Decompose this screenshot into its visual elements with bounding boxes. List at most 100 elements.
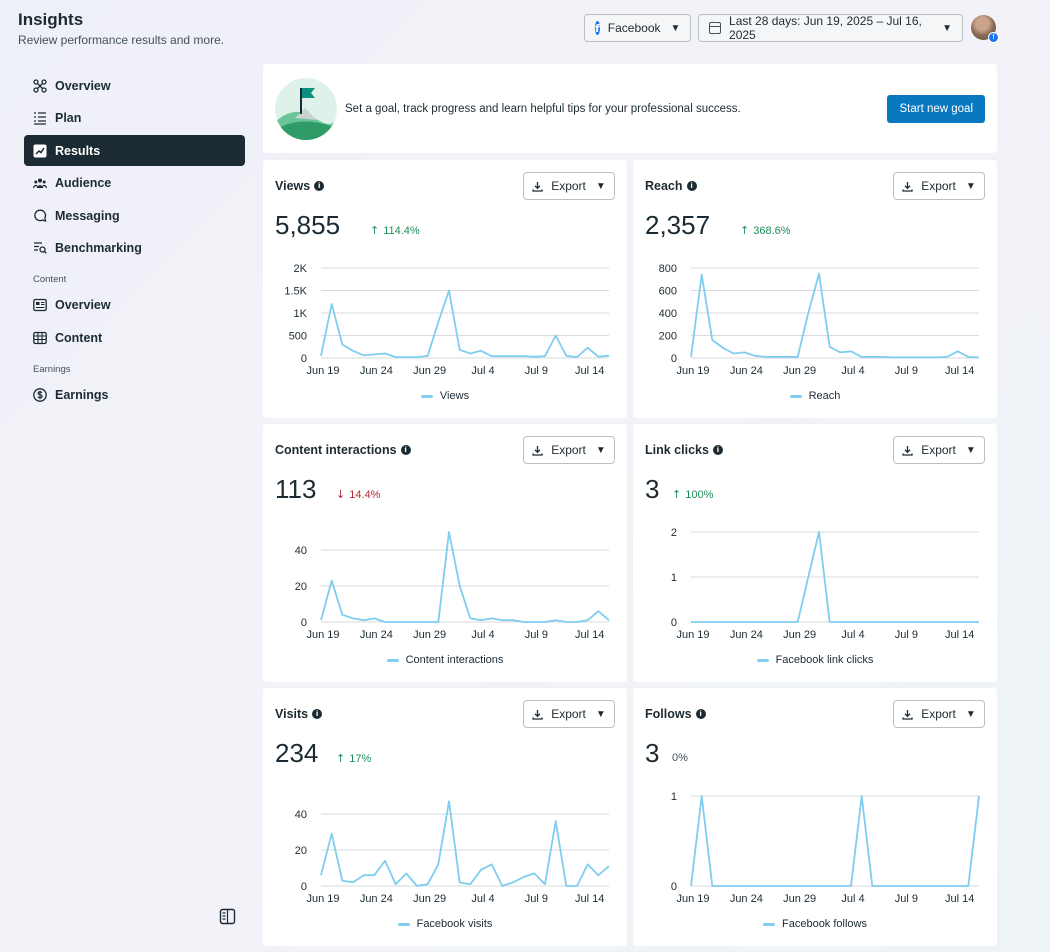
sidebar-item-earnings[interactable]: Earnings (24, 380, 245, 411)
series-line (690, 795, 980, 887)
export-button[interactable]: Export ▼ (523, 700, 615, 728)
sidebar-item-label: Benchmarking (55, 241, 142, 256)
sidebar: Overview Plan Results Audience Messaging… (24, 70, 245, 412)
content-overview-icon (33, 298, 47, 312)
card-title: Visits i (275, 707, 323, 721)
y-tick-label: 1K (294, 308, 308, 320)
sidebar-item-content[interactable]: Content (24, 323, 245, 354)
page-header: Insights Review performance results and … (18, 10, 224, 47)
line-chart: 0 20 40 Jun 19 Jun 24 Jun 29 Jul 4 Jul 9 Jul 14 (295, 800, 610, 905)
x-tick-label: Jul 14 (945, 629, 974, 641)
series-line (320, 800, 610, 887)
y-tick-label: 0 (301, 617, 307, 629)
card-title: Content interactions i (275, 443, 411, 457)
x-tick-label: Jun 24 (360, 629, 393, 641)
metric-delta: ↑ 100% (672, 488, 713, 501)
avatar[interactable]: f (971, 15, 999, 43)
arrow-up-icon: ↑ (672, 488, 682, 501)
sidebar-item-plan[interactable]: Plan (24, 103, 245, 134)
card-title-text: Link clicks (645, 443, 709, 457)
x-tick-label: Jun 19 (306, 893, 339, 905)
metric-delta-value: 368.6% (753, 224, 791, 237)
date-range-selector[interactable]: Last 28 days: Jun 19, 2025 – Jul 16, 202… (698, 14, 963, 42)
metric-value: 113 (275, 474, 317, 504)
series-line (690, 272, 980, 359)
y-tick-label: 0 (671, 617, 677, 629)
y-tick-label: 0 (671, 353, 677, 365)
metric-delta: ↓ 14.4% (336, 488, 380, 501)
x-tick-label: Jul 4 (841, 365, 864, 377)
download-icon (902, 709, 913, 720)
export-button[interactable]: Export ▼ (523, 172, 615, 200)
sidebar-item-label: Audience (55, 176, 112, 191)
info-icon[interactable]: i (400, 445, 411, 455)
card-title: Reach i (645, 179, 697, 193)
x-tick-label: Jul 9 (525, 629, 548, 641)
chevron-down-icon: ▼ (670, 22, 681, 34)
sidebar-item-label: Results (55, 143, 101, 158)
x-tick-label: Jul 9 (895, 629, 918, 641)
legend-label: Reach (808, 390, 841, 402)
export-button[interactable]: Export ▼ (893, 172, 985, 200)
info-icon[interactable]: i (695, 709, 706, 719)
legend-swatch (789, 394, 802, 398)
info-icon[interactable]: i (686, 181, 697, 191)
x-tick-label: Jul 4 (841, 893, 864, 905)
plan-list-icon (33, 111, 47, 125)
x-tick-label: Jul 14 (575, 893, 604, 905)
arrow-up-icon: ↑ (370, 224, 380, 237)
visits-card: Visits i Export ▼ 234 ↑ 17% 0 20 40 Jun 19 J… (263, 688, 627, 946)
export-button[interactable]: Export ▼ (893, 700, 985, 728)
y-tick-label: 0 (301, 353, 307, 365)
y-tick-label: 400 (659, 308, 677, 320)
sidebar-item-content-overview[interactable]: Overview (24, 290, 245, 321)
export-label: Export (921, 707, 956, 721)
export-button[interactable]: Export ▼ (893, 436, 985, 464)
chart-legend: Content interactions (263, 654, 627, 666)
card-title-text: Views (275, 179, 311, 193)
sidebar-item-results[interactable]: Results (24, 135, 245, 167)
x-tick-label: Jul 14 (945, 893, 974, 905)
metric-delta-value: 114.4% (383, 224, 420, 237)
y-tick-label: 1 (671, 572, 677, 584)
x-tick-label: Jul 9 (525, 365, 548, 377)
series-line (320, 289, 610, 358)
chart-legend: Facebook follows (633, 918, 997, 930)
export-label: Export (551, 707, 586, 721)
x-tick-label: Jun 19 (676, 365, 709, 377)
sidebar-item-benchmarking[interactable]: Benchmarking (24, 233, 245, 264)
views-card: Views i Export ▼ 5,855 ↑ 114.4% 0 500 1K 1.… (263, 160, 627, 418)
metric-delta-value: 17% (349, 752, 372, 765)
chevron-down-icon: ▼ (965, 180, 976, 192)
sidebar-item-audience[interactable]: Audience (24, 168, 245, 199)
platform-label: Facebook (607, 21, 661, 35)
overview-icon (33, 78, 47, 93)
download-icon (532, 709, 543, 720)
y-tick-label: 2K (294, 263, 308, 275)
x-tick-label: Jun 29 (783, 893, 816, 905)
y-tick-label: 1 (671, 791, 677, 803)
info-icon[interactable]: i (314, 181, 325, 191)
x-tick-label: Jun 19 (676, 629, 709, 641)
sidebar-item-messaging[interactable]: Messaging (24, 200, 245, 231)
metric-delta-value: 100% (685, 488, 714, 501)
line-chart: 0 1 2 Jun 19 Jun 24 Jun 29 Jul 4 Jul 9 Jul 14 (671, 527, 980, 641)
chevron-down-icon: ▼ (965, 708, 976, 720)
sidebar-item-overview[interactable]: Overview (24, 70, 245, 101)
start-new-goal-button[interactable]: Start new goal (887, 94, 985, 123)
collapse-sidebar-icon[interactable] (219, 908, 236, 925)
info-icon[interactable]: i (312, 709, 323, 719)
info-icon[interactable]: i (712, 445, 723, 455)
chart-legend: Facebook visits (263, 918, 627, 930)
export-button[interactable]: Export ▼ (523, 436, 615, 464)
goal-banner: Set a goal, track progress and learn hel… (263, 64, 997, 153)
facebook-icon: f (595, 21, 600, 35)
content-table-icon (33, 331, 47, 345)
metric-delta-value: 14.4% (349, 488, 381, 501)
metric-delta: 0% (672, 752, 688, 764)
metric-value: 3 (645, 738, 660, 768)
y-tick-label: 1.5K (284, 286, 307, 298)
y-tick-label: 0 (671, 881, 677, 893)
platform-selector[interactable]: f Facebook ▼ (584, 14, 691, 42)
y-tick-label: 20 (295, 845, 307, 857)
